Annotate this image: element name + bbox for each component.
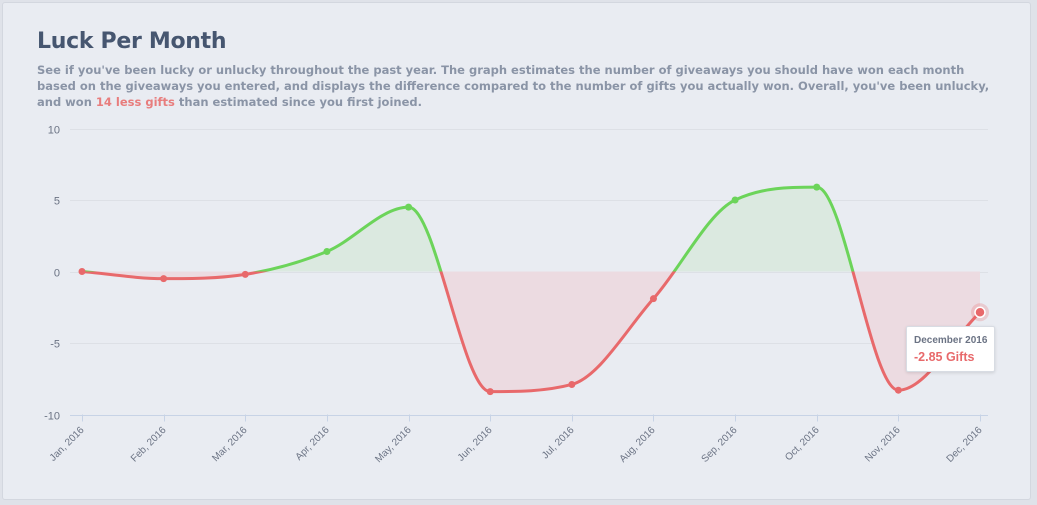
x-tick-label: Sep, 2016 — [700, 425, 740, 465]
x-tick-label: Mar, 2016 — [210, 425, 250, 465]
y-axis-ticks: 10 5 0 -5 -10 — [44, 125, 60, 423]
x-tick-label: Apr, 2016 — [294, 425, 332, 463]
x-tick-label: Jan, 2016 — [48, 425, 87, 464]
x-tick-label: Dec, 2016 — [945, 425, 985, 465]
data-points — [78, 183, 989, 396]
less-gifts-highlight: 14 less gifts — [95, 95, 175, 109]
x-tick-label: Feb, 2016 — [129, 425, 169, 465]
description-text-2: than estimated since you first joined. — [174, 95, 422, 109]
data-point — [568, 380, 576, 388]
data-point — [649, 295, 657, 303]
card-title: Luck Per Month — [37, 29, 227, 54]
y-tick-label: -10 — [44, 411, 60, 423]
data-point — [323, 247, 331, 255]
y-tick-label: 0 — [54, 268, 60, 280]
y-tick-label: 5 — [54, 196, 60, 208]
data-point — [160, 275, 168, 283]
x-tick-label: Nov, 2016 — [863, 425, 903, 465]
x-tick-label: Aug, 2016 — [618, 425, 658, 465]
luck-per-month-card: Luck Per Month See if you've been lucky … — [2, 2, 1031, 500]
data-point — [731, 196, 739, 204]
data-point — [241, 270, 249, 278]
data-point — [78, 268, 86, 275]
x-tick-label: May, 2016 — [373, 425, 414, 466]
card-description: See if you've been lucky or unlucky thro… — [37, 62, 997, 110]
data-point-highlighted — [974, 306, 986, 319]
y-tick-label: -5 — [50, 339, 60, 351]
y-tick-label: 10 — [48, 125, 60, 137]
description-text-1: See if you've been lucky or unlucky thro… — [37, 63, 990, 109]
x-tick-label: Jul, 2016 — [540, 425, 577, 462]
tooltip-value: -2.85 Gifts — [914, 350, 975, 364]
data-point — [486, 388, 494, 396]
area-fills — [82, 187, 980, 392]
positive-line — [82, 185, 855, 272]
x-axis-ticks: Jan, 2016 Feb, 2016 Mar, 2016 Apr, 2016 May,… — [48, 414, 985, 466]
x-tick-label: Jun, 2016 — [456, 425, 495, 464]
tooltip: December 2016 -2.85 Gifts — [906, 326, 995, 372]
data-point — [405, 203, 413, 211]
x-tick-label: Oct, 2016 — [783, 425, 822, 464]
data-point — [894, 386, 902, 394]
negative-area — [82, 271, 980, 392]
data-point — [813, 183, 821, 191]
positive-area — [82, 187, 980, 272]
tooltip-date: December 2016 — [914, 335, 988, 346]
